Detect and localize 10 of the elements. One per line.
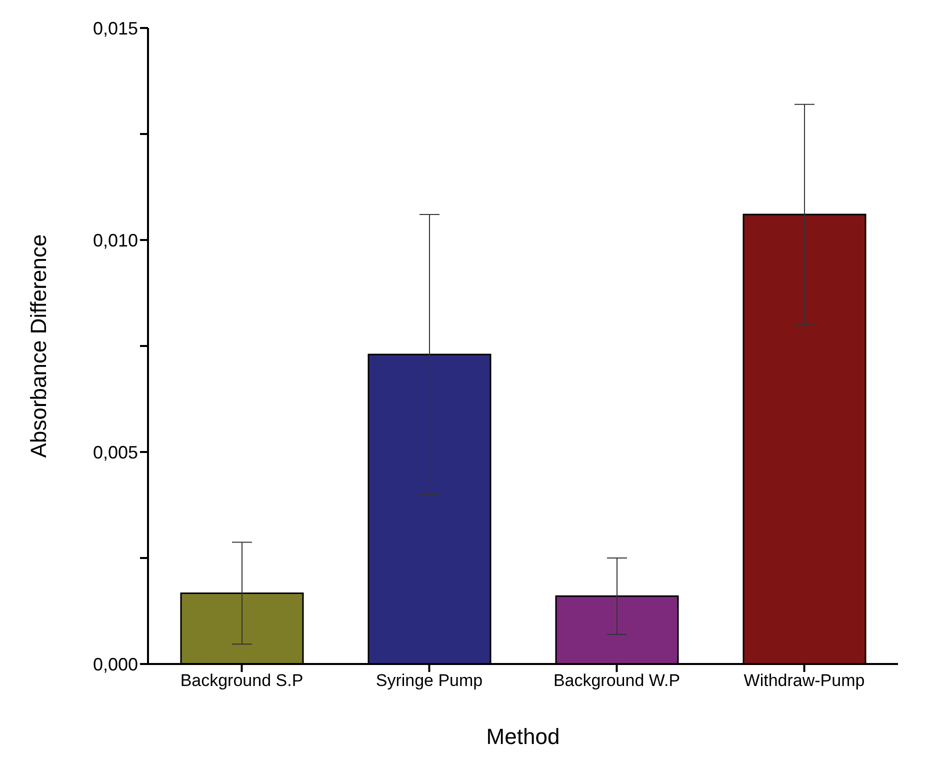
y-tick-label: 0,015: [92, 18, 138, 38]
x-tick-label: Syringe Pump: [376, 671, 483, 690]
x-tick-label: Withdraw-Pump: [744, 671, 865, 690]
y-tick-label: 0,000: [92, 654, 138, 674]
x-tick-label: Background W.P: [553, 671, 680, 690]
y-tick-label: 0,010: [92, 230, 138, 250]
y-axis-title: Absorbance Difference: [26, 234, 51, 458]
x-axis-title: Method: [486, 724, 560, 749]
y-tick-label: 0,005: [92, 442, 138, 462]
x-tick-label: Background S.P: [180, 671, 304, 690]
